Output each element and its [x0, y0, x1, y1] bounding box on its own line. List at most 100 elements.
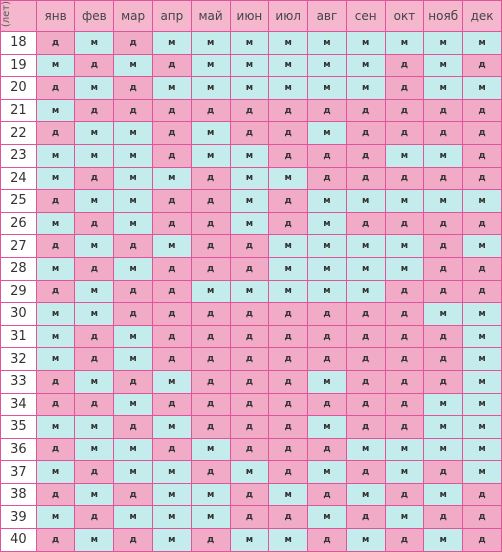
cell-boy: м	[229, 76, 270, 100]
cell-girl: д	[384, 302, 425, 326]
cell-boy: м	[423, 437, 464, 462]
cell-girl: д	[345, 121, 386, 145]
cell-boy: м	[190, 437, 231, 462]
cell-girl: д	[384, 347, 425, 371]
cell-boy: м	[74, 528, 115, 552]
cell-girl: д	[423, 279, 464, 304]
cell-girl: д	[151, 324, 192, 349]
cell-girl: д	[229, 505, 270, 530]
cell-boy: м	[423, 302, 464, 326]
age-cell: 18	[0, 31, 37, 55]
cell-boy: м	[151, 166, 192, 191]
cell-boy: м	[462, 324, 502, 349]
cell-boy: м	[74, 302, 115, 326]
cell-girl: д	[384, 76, 425, 100]
cell-girl: д	[384, 482, 425, 507]
cell-girl: д	[384, 279, 425, 304]
cell-boy: м	[229, 166, 270, 191]
age-cell: 39	[0, 505, 37, 530]
table-row: 28 м д м д д д м м м м д д	[0, 256, 502, 281]
cell-boy: м	[35, 143, 76, 168]
cell-girl: д	[74, 324, 115, 349]
cell-girl: д	[462, 279, 502, 304]
age-cell: 33	[0, 369, 37, 394]
cell-girl: д	[229, 392, 270, 417]
cell-girl: д	[345, 166, 386, 191]
cell-girl: д	[229, 415, 270, 439]
cell-boy: м	[35, 166, 76, 191]
cell-boy: м	[151, 76, 192, 100]
cell-boy: м	[113, 324, 153, 349]
cell-boy: м	[113, 392, 153, 417]
age-cell: 29	[0, 279, 37, 304]
cell-girl: д	[268, 505, 309, 530]
cell-girl: д	[345, 143, 386, 168]
cell-boy: м	[190, 31, 231, 55]
cell-girl: д	[462, 211, 502, 236]
cell-boy: м	[462, 460, 502, 484]
cell-girl: д	[35, 528, 76, 552]
cell-girl: д	[74, 98, 115, 123]
cell-boy: м	[113, 189, 153, 213]
table-row: 23 м м м д м м д д д м м д	[0, 143, 502, 168]
table-row: 21 м д д д д д д д д д д д	[0, 98, 502, 123]
cell-boy: м	[423, 189, 464, 213]
cell-girl: д	[190, 166, 231, 191]
cell-girl: д	[384, 166, 425, 191]
age-cell: 30	[0, 302, 37, 326]
cell-boy: м	[190, 143, 231, 168]
cell-boy: м	[345, 437, 386, 462]
cell-boy: м	[151, 460, 192, 484]
cell-boy: м	[345, 53, 386, 78]
cell-boy: м	[268, 31, 309, 55]
cell-girl: д	[384, 369, 425, 394]
cell-boy: м	[307, 121, 347, 145]
cell-girl: д	[462, 505, 502, 530]
cell-boy: м	[307, 31, 347, 55]
cell-boy: м	[74, 76, 115, 100]
cell-boy: м	[229, 211, 270, 236]
cell-boy: м	[229, 460, 270, 484]
table-row: 20 д м д м м м м м м д м м	[0, 76, 502, 100]
cell-girl: д	[345, 505, 386, 530]
cell-girl: д	[190, 392, 231, 417]
age-cell: 32	[0, 347, 37, 371]
cell-boy: м	[307, 189, 347, 213]
table-row: 25 д м м д д м д м м м м м	[0, 189, 502, 213]
cell-boy: м	[113, 53, 153, 78]
cell-boy: м	[151, 31, 192, 55]
cell-girl: д	[151, 143, 192, 168]
cell-girl: д	[229, 302, 270, 326]
cell-boy: м	[229, 279, 270, 304]
age-cell: 40	[0, 528, 37, 552]
cell-girl: д	[151, 392, 192, 417]
cell-girl: д	[113, 369, 153, 394]
cell-girl: д	[151, 256, 192, 281]
cell-boy: м	[462, 76, 502, 100]
cell-girl: д	[423, 98, 464, 123]
cell-boy: м	[345, 528, 386, 552]
cell-boy: м	[384, 234, 425, 258]
cell-boy: м	[35, 302, 76, 326]
age-cell: 21	[0, 98, 37, 123]
cell-boy: м	[307, 256, 347, 281]
age-cell: 35	[0, 415, 37, 439]
table-row: 29 д м д д м м м м м д д д	[0, 279, 502, 304]
cell-girl: д	[190, 234, 231, 258]
cell-girl: д	[35, 189, 76, 213]
cell-girl: д	[113, 302, 153, 326]
cell-girl: д	[423, 460, 464, 484]
cell-girl: д	[268, 437, 309, 462]
cell-boy: м	[462, 392, 502, 417]
cell-boy: м	[151, 369, 192, 394]
age-cell: 31	[0, 324, 37, 349]
cell-boy: м	[423, 482, 464, 507]
cell-boy: м	[151, 505, 192, 530]
cell-boy: м	[35, 415, 76, 439]
cell-boy: м	[113, 460, 153, 484]
cell-girl: д	[423, 505, 464, 530]
cell-girl: д	[74, 460, 115, 484]
table-row: 40 д м д м д м м д м д м д	[0, 528, 502, 552]
cell-boy: м	[384, 505, 425, 530]
cell-boy: м	[345, 234, 386, 258]
